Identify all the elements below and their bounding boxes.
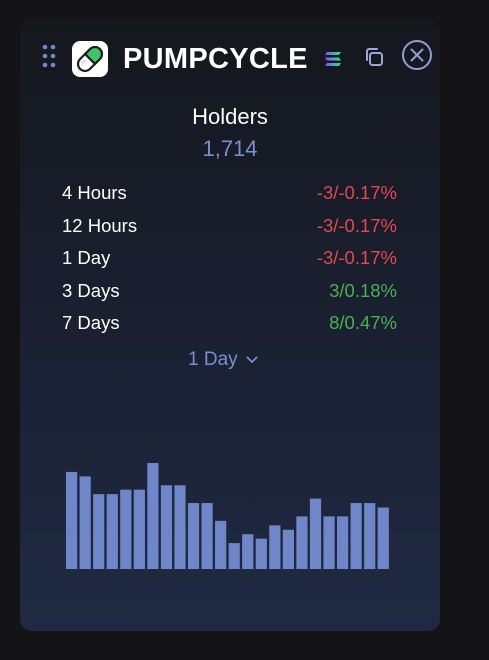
chart-bar	[337, 516, 349, 569]
stat-row-4h: 4 Hours -3/-0.17%	[62, 181, 397, 214]
chart-bar	[323, 516, 335, 569]
stat-change: -3/-0.17%	[316, 182, 397, 203]
stat-change: -3/-0.17%	[316, 214, 397, 236]
copy-button[interactable]	[362, 45, 386, 69]
chart-bar	[228, 543, 240, 569]
stat-period: 7 Days	[62, 312, 120, 333]
stat-row-1d: 1 Day -3/-0.17%	[62, 246, 397, 279]
solana-icon	[324, 51, 342, 67]
holders-widget: PUMPCYCLE	[20, 18, 440, 631]
chart-bar	[66, 471, 78, 569]
stat-row-12h: 12 Hours -3/-0.17%	[62, 214, 397, 247]
stat-period: 1 Day	[62, 247, 111, 268]
chart-bar	[296, 516, 308, 569]
chart-bar	[120, 489, 132, 569]
chart-bar	[147, 463, 159, 569]
token-name: PUMPCYCLE	[123, 43, 308, 75]
metric-label: Holders	[192, 104, 268, 129]
holders-bar-chart	[66, 463, 389, 569]
chart-bar	[174, 485, 186, 569]
chart-bar	[282, 529, 294, 569]
chart-bar	[93, 494, 105, 569]
chart-bar	[350, 503, 362, 569]
chart-bar	[106, 494, 118, 569]
close-button[interactable]	[401, 39, 433, 71]
chart-bar	[201, 503, 213, 569]
chart-bar	[242, 534, 254, 569]
stat-row-3d: 3 Days 3/0.18%	[62, 279, 397, 312]
time-range-value: 1 Day	[188, 349, 238, 370]
chart-bar	[160, 485, 173, 569]
chart-bar	[255, 538, 267, 569]
chart-bar	[377, 507, 389, 569]
holder-change-list: 4 Hours -3/-0.17% 12 Hours -3/-0.17% 1 D…	[62, 181, 397, 344]
stat-period: 12 Hours	[62, 214, 138, 236]
chart-bar	[187, 503, 200, 569]
stat-period: 4 Hours	[62, 182, 127, 203]
stat-period: 3 Days	[62, 279, 120, 301]
time-range-select[interactable]: 1 Day	[188, 347, 258, 373]
chart-bar	[309, 498, 322, 569]
holders-count: 1,714	[202, 136, 258, 161]
drag-handle-icon[interactable]	[42, 44, 56, 68]
stat-change: -3/-0.17%	[316, 247, 397, 268]
copy-icon	[366, 48, 383, 66]
stat-change: 3/0.18%	[329, 279, 397, 301]
pill-capsule-icon	[76, 45, 104, 73]
chevron-down-icon	[246, 356, 258, 363]
close-circle-icon	[402, 40, 432, 70]
chart-bar	[79, 476, 91, 569]
chart-bar	[215, 520, 227, 569]
stat-row-7d: 7 Days 8/0.47%	[62, 311, 397, 344]
chart-bar	[364, 503, 376, 569]
chart-bar	[133, 489, 145, 569]
chart-bar	[269, 525, 281, 569]
token-logo	[72, 41, 108, 77]
stat-change: 8/0.47%	[329, 312, 397, 333]
widget-header: PUMPCYCLE	[20, 18, 440, 96]
